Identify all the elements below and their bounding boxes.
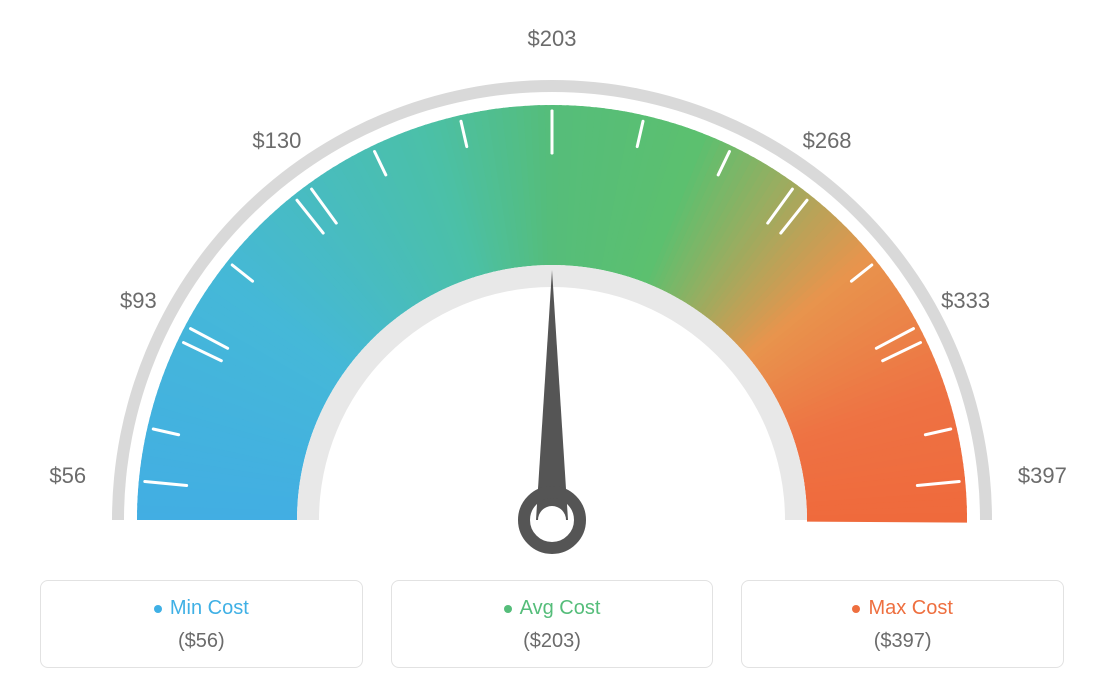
legend-value-min: ($56): [51, 630, 352, 653]
legend-label-max: Max Cost: [868, 597, 952, 620]
legend-card-avg: Avg Cost ($203): [391, 580, 714, 668]
legend-title-avg: Avg Cost: [504, 597, 601, 620]
legend-label-avg: Avg Cost: [520, 597, 601, 620]
legend-title-max: Max Cost: [852, 597, 952, 620]
legend-title-min: Min Cost: [154, 597, 249, 620]
gauge-svg: [0, 0, 1104, 560]
tick-label: $268: [803, 128, 852, 154]
tick-label: $333: [941, 288, 990, 314]
legend-dot-min: [154, 605, 162, 613]
legend-dot-avg: [504, 605, 512, 613]
tick-label: $203: [528, 26, 577, 52]
tick-label: $93: [120, 288, 157, 314]
legend-value-max: ($397): [752, 630, 1053, 653]
legend-row: Min Cost ($56) Avg Cost ($203) Max Cost …: [40, 580, 1064, 668]
gauge-chart: $56 $93 $130 $203 $268 $333 $397: [0, 0, 1104, 560]
legend-card-max: Max Cost ($397): [741, 580, 1064, 668]
tick-label: $130: [252, 128, 301, 154]
chart-container: $56 $93 $130 $203 $268 $333 $397 Min Cost ($56…: [0, 0, 1104, 690]
legend-dot-max: [852, 605, 860, 613]
tick-label: $56: [49, 463, 86, 489]
legend-card-min: Min Cost ($56): [40, 580, 363, 668]
legend-value-avg: ($203): [402, 630, 703, 653]
tick-label: $397: [1018, 463, 1067, 489]
legend-label-min: Min Cost: [170, 597, 249, 620]
